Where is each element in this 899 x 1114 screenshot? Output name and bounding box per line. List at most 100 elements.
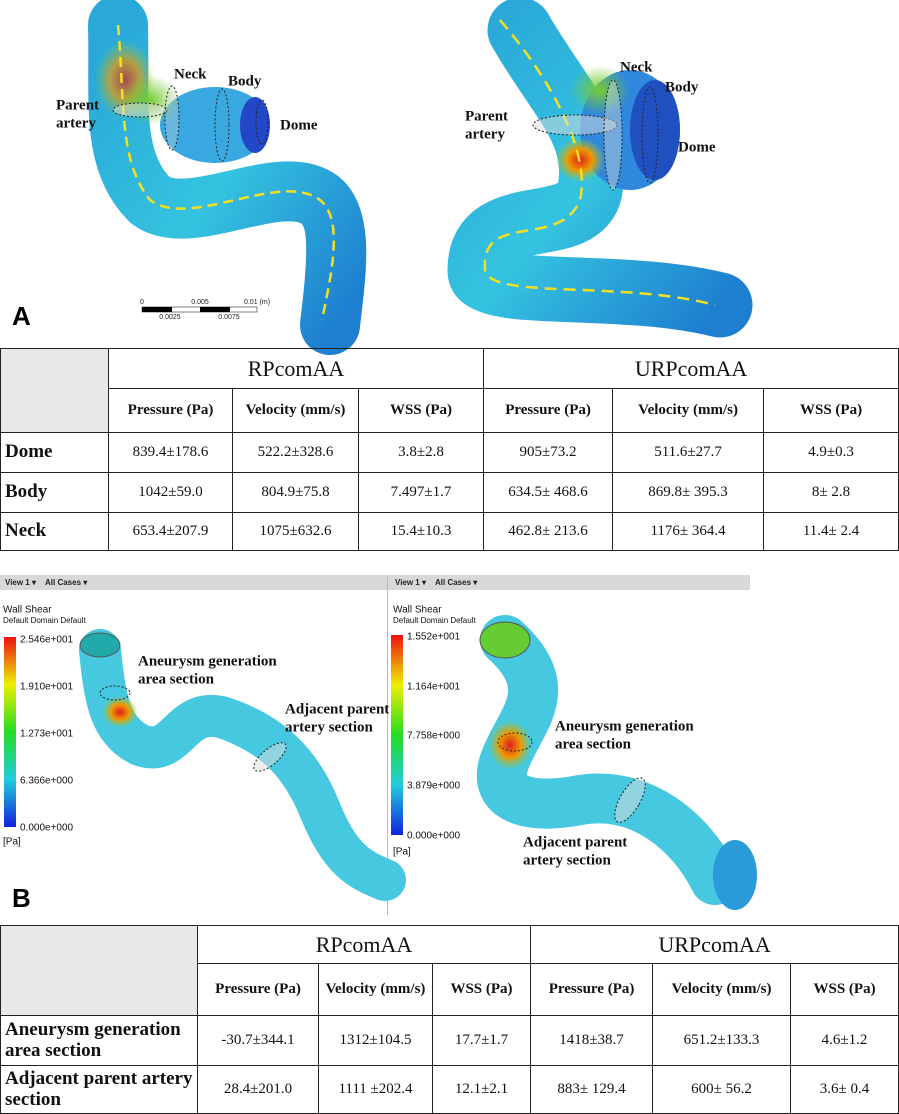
row-label: Aneurysm generation area section xyxy=(0,1015,198,1066)
column-header: WSS (Pa) xyxy=(763,388,899,433)
structure-label: Parent xyxy=(465,108,508,124)
table-cell: 511.6±27.7 xyxy=(612,432,765,473)
group-header: RPcomAA xyxy=(196,925,532,964)
row-label: Adjacent parent artery section xyxy=(0,1065,198,1114)
color-bar xyxy=(391,635,403,835)
legend-unit: [Pa] xyxy=(393,847,411,858)
structure-label: Neck xyxy=(174,66,207,82)
row-label: Neck xyxy=(0,512,109,551)
annotation: artery section xyxy=(523,852,612,868)
structure-label: artery xyxy=(56,115,96,131)
legend-tick: 3.879e+000 xyxy=(407,781,461,792)
structure-label: Body xyxy=(665,79,699,95)
column-header: Pressure (Pa) xyxy=(197,963,319,1016)
table-cell: 4.9±0.3 xyxy=(763,432,899,473)
annotation: area section xyxy=(555,736,632,752)
legend-title: Wall Shear xyxy=(393,605,442,616)
corner-cell xyxy=(0,348,109,433)
artery-b-left xyxy=(79,629,406,901)
legend-tick: 2.546e+001 xyxy=(20,635,74,646)
table-cell: 11.4± 2.4 xyxy=(763,512,899,551)
column-header: WSS (Pa) xyxy=(790,963,899,1016)
scale-label: 0.0075 xyxy=(218,314,240,321)
table-cell: 869.8± 395.3 xyxy=(612,472,765,513)
table-row: Body 1042±59.0 804.9±75.8 7.497±1.7 634.5± 4… xyxy=(0,472,899,513)
table-row: Adjacent parent artery section 28.4±201.0… xyxy=(0,1065,899,1114)
legend-tick: 1.164e+001 xyxy=(407,682,461,693)
annotation: Aneurysm generation xyxy=(138,653,277,669)
row-label: Dome xyxy=(0,432,109,473)
scale-label: 0.01 (m) xyxy=(244,299,270,306)
table-cell: 651.2±133.3 xyxy=(652,1015,792,1066)
toolbar xyxy=(387,575,750,590)
annotation: artery section xyxy=(285,719,374,735)
legend-tick: 1.552e+001 xyxy=(407,632,461,643)
table-cell: 8± 2.8 xyxy=(763,472,899,513)
toolbar-item: View 1 ▾ xyxy=(5,578,37,587)
artery-b-right xyxy=(476,615,757,910)
annotation: Adjacent parent xyxy=(285,701,389,717)
table-cell: 28.4±201.0 xyxy=(197,1065,319,1114)
toolbar-item: All Cases ▾ xyxy=(435,578,478,587)
table-row: Neck 653.4±207.9 1075±632.6 15.4±10.3 462.8±… xyxy=(0,512,899,551)
annotation: Aneurysm generation xyxy=(555,718,694,734)
legend-subtitle: Default Domain Default xyxy=(393,616,476,625)
table-row: Pressure (Pa) Velocity (mm/s) WSS (Pa) Pres… xyxy=(1,388,899,433)
structure-label: artery xyxy=(465,126,505,142)
table-cell: 804.9±75.8 xyxy=(232,472,359,513)
legend-tick: 6.366e+000 xyxy=(20,776,74,787)
table-row: RPcomAA URPcomAA xyxy=(0,925,899,1016)
color-bar xyxy=(4,637,16,827)
column-header: WSS (Pa) xyxy=(357,388,485,433)
scale-label: 0 xyxy=(140,299,144,306)
column-header: Velocity (mm/s) xyxy=(612,388,765,433)
artery-a-left xyxy=(88,0,367,355)
column-header: Pressure (Pa) xyxy=(530,963,654,1016)
table-cell: 17.7±1.7 xyxy=(431,1015,532,1066)
legend-tick: 0.000e+000 xyxy=(407,831,461,842)
table-cell: 1075±632.6 xyxy=(232,512,359,551)
table-cell: 3.6± 0.4 xyxy=(790,1065,899,1114)
structure-label: Dome xyxy=(678,139,716,155)
group-header: URPcomAA xyxy=(530,925,899,964)
table-cell: 905±73.2 xyxy=(483,432,614,473)
artery-a-right xyxy=(447,0,753,338)
structure-label: Dome xyxy=(280,117,318,133)
annotation: Adjacent parent xyxy=(523,834,627,850)
column-header: Pressure (Pa) xyxy=(108,388,233,433)
column-header: Velocity (mm/s) xyxy=(232,388,359,433)
toolbar xyxy=(0,575,387,590)
table-cell: 15.4±10.3 xyxy=(357,512,485,551)
table-cell: 653.4±207.9 xyxy=(108,512,233,551)
panel-label: B xyxy=(12,883,31,913)
table-cell: 3.8±2.8 xyxy=(357,432,485,473)
group-header: URPcomAA xyxy=(483,348,899,389)
table-cell: 883± 129.4 xyxy=(530,1065,654,1114)
data-table: RPcomAA URPcomAA Pressure (Pa) Velocity (mm… xyxy=(0,925,899,1114)
table-cell: 4.6±1.2 xyxy=(790,1015,899,1066)
annotation: area section xyxy=(138,671,215,687)
table-cell: 1042±59.0 xyxy=(108,472,233,513)
table-row: Aneurysm generation area section -30.7±34… xyxy=(0,1015,899,1066)
legend-tick: 7.758e+000 xyxy=(407,731,461,742)
legend-unit: [Pa] xyxy=(3,837,21,848)
column-header: WSS (Pa) xyxy=(431,963,532,1016)
table-cell: 839.4±178.6 xyxy=(108,432,233,473)
table-cell: -30.7±344.1 xyxy=(197,1015,319,1066)
toolbar-item: View 1 ▾ xyxy=(395,578,427,587)
table-cell: 634.5± 468.6 xyxy=(483,472,614,513)
toolbar-item: All Cases ▾ xyxy=(45,578,88,587)
row-label: Body xyxy=(0,472,109,513)
table-cell: 462.8± 213.6 xyxy=(483,512,614,551)
legend-subtitle: Default Domain Default xyxy=(3,616,86,625)
corner-cell xyxy=(0,925,198,1016)
structure-label: Parent xyxy=(56,97,99,113)
structure-label: Body xyxy=(228,73,262,89)
legend-tick: 1.910e+001 xyxy=(20,682,74,693)
group-header: RPcomAA xyxy=(107,348,485,389)
table-cell: 522.2±328.6 xyxy=(232,432,359,473)
column-header: Pressure (Pa) xyxy=(483,388,614,433)
table-row: Dome 839.4±178.6 522.2±328.6 3.8±2.8 905±73.… xyxy=(0,432,899,473)
